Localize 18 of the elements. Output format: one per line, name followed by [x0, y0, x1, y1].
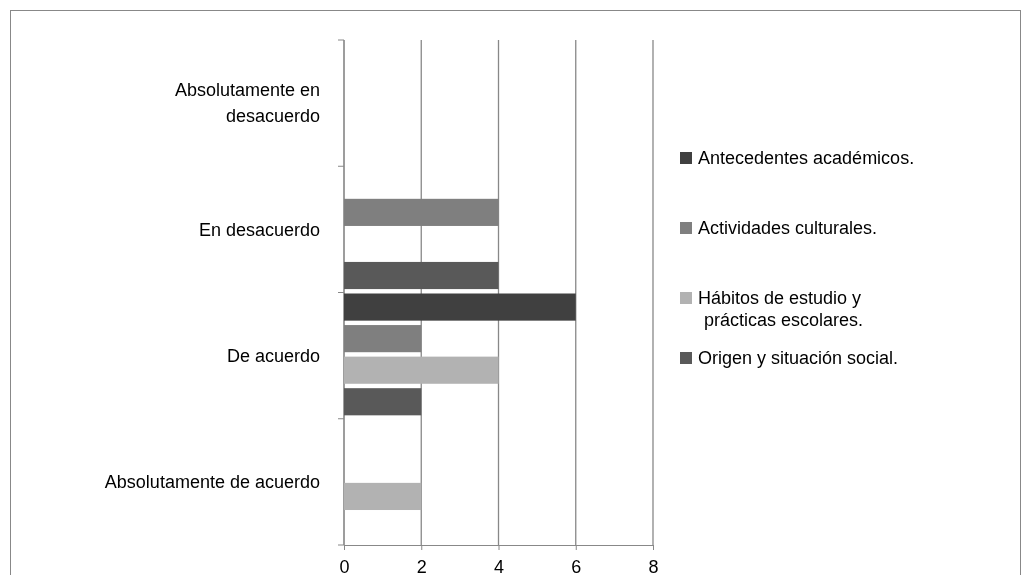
legend-label: Antecedentes académicos.	[698, 148, 915, 169]
y-tick-label: En desacuerdo	[198, 219, 320, 240]
bar	[344, 261, 499, 290]
legend-label: Origen y situación social.	[698, 348, 899, 369]
y-tick-label: De acuerdo	[226, 345, 320, 366]
legend-label: Actividades culturales.	[698, 218, 878, 239]
x-tick-label: 0	[339, 556, 350, 575]
x-tick-label: 8	[648, 556, 659, 575]
y-tick-label: Absolutamente de acuerdo	[104, 472, 320, 493]
x-tick-label: 6	[571, 556, 582, 575]
bar	[344, 356, 499, 384]
y-tick-label: Absolutamente en desacuerdo	[174, 80, 320, 127]
x-tick-label: 2	[416, 556, 427, 575]
bar	[344, 482, 422, 511]
bar	[344, 293, 576, 321]
x-tick-label: 4	[493, 556, 505, 575]
legend-label: Hábitos de estudio y prácticas escolares.	[698, 288, 864, 330]
bar	[344, 388, 422, 416]
